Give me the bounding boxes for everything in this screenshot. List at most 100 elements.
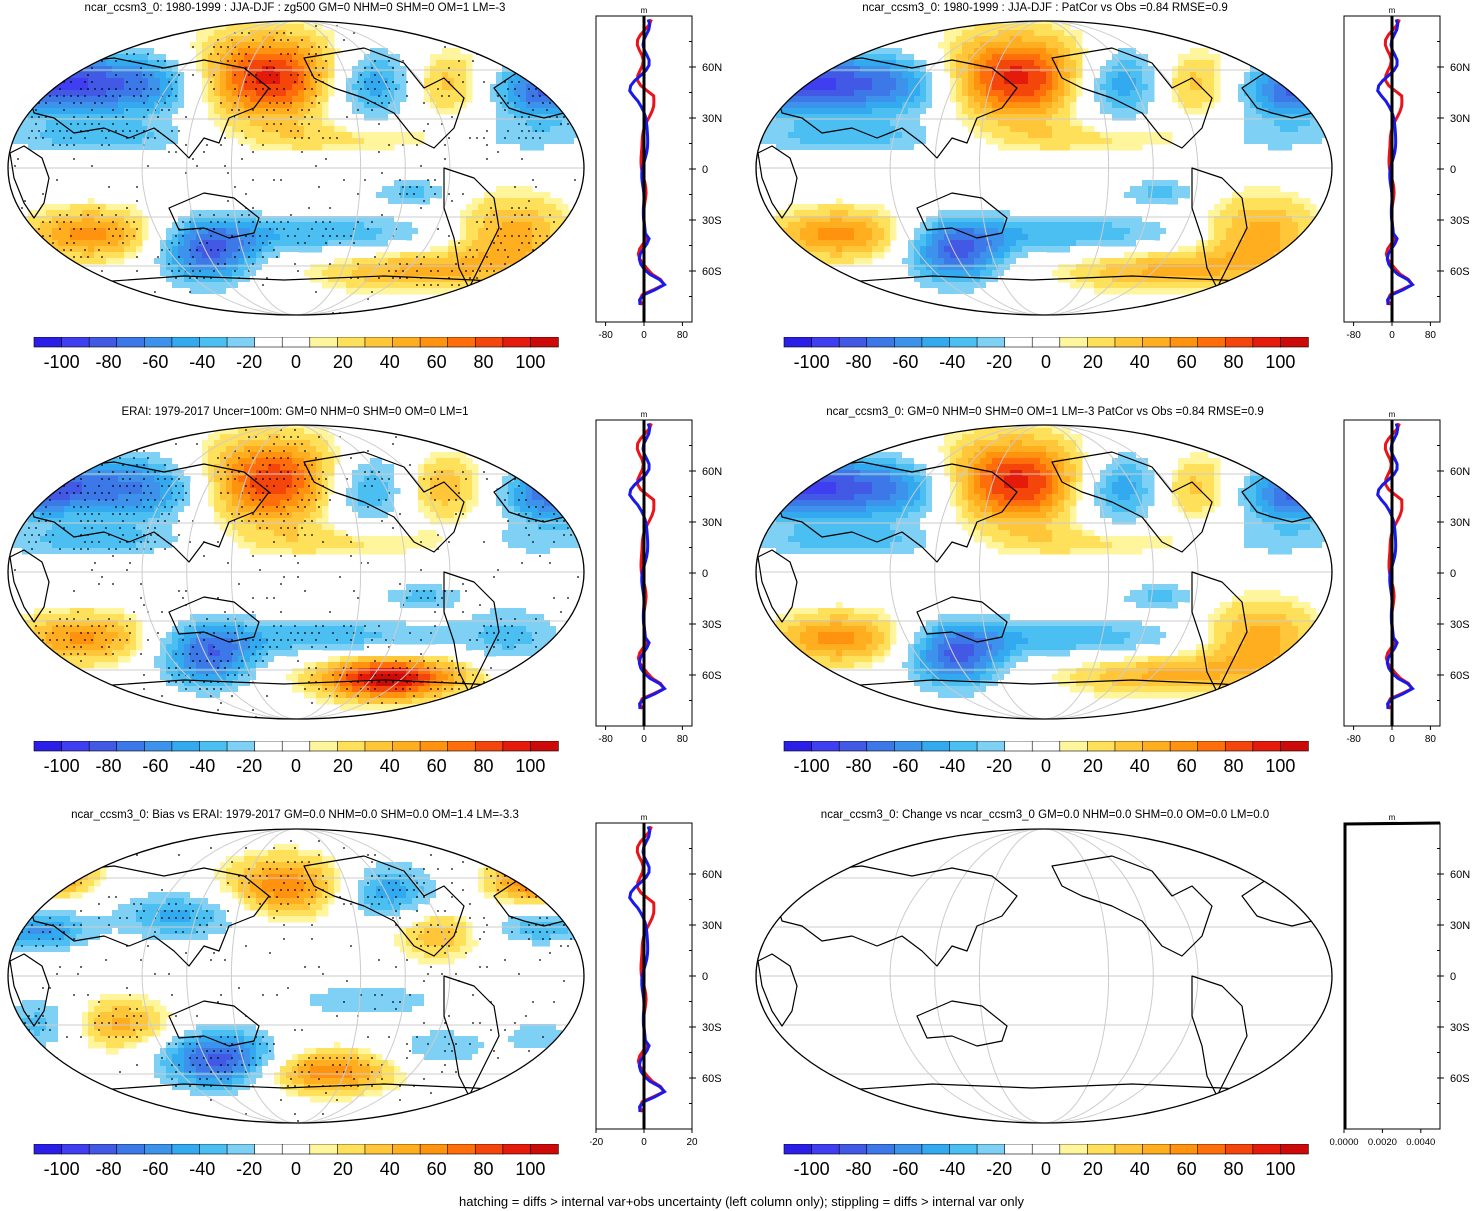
field-cell [1304,78,1311,85]
field-cell [890,48,897,55]
field-cell [292,132,299,139]
field-cell [220,282,227,289]
field-cell [322,138,329,145]
field-cell [286,36,293,43]
field-cell [196,222,203,229]
stipple-dot [570,74,572,76]
field-cell [490,216,497,223]
stipple-dot [451,270,453,272]
field-cell [250,234,257,241]
field-cell [1058,102,1065,109]
field-cell [58,132,65,139]
stipple-dot [94,298,96,300]
field-cell [274,66,281,73]
field-cell [758,126,765,133]
field-cell [902,48,909,55]
field-cell [1034,60,1041,67]
field-cell [298,96,305,103]
field-cell [280,138,287,145]
stipple-dot [234,74,236,76]
field-cell [782,90,789,97]
field-cell [124,216,131,223]
field-cell [58,60,65,67]
stipple-dot [374,60,376,62]
field-cell [328,282,335,289]
stipple-dot [227,60,229,62]
field-cell [1268,120,1275,127]
field-cell [1256,60,1263,67]
field-cell [322,72,329,79]
field-cell [806,72,813,79]
field-cell [64,132,71,139]
stipple-dot [42,137,44,139]
field-cell [758,108,765,115]
field-cell [1130,48,1137,55]
field-cell [334,132,341,139]
stipple-dot [245,67,247,69]
field-cell [256,216,263,223]
field-cell [352,216,359,223]
stipple-dot [297,46,299,48]
field-cell [1070,30,1077,37]
field-cell [1310,90,1317,97]
field-cell [40,132,47,139]
colorbar-swatch [171,337,201,348]
field-cell [854,48,861,55]
field-cell [908,126,915,133]
field-cell [1016,96,1023,103]
field-cell [484,132,491,139]
field-cell [58,66,65,73]
field-cell [1034,96,1041,103]
stipple-dot [210,81,212,83]
field-cell [896,48,903,55]
field-cell [1040,60,1047,67]
field-cell [812,60,819,67]
field-cell [214,234,221,241]
field-cell [520,102,527,109]
field-cell [370,186,377,193]
stipple-dot [143,102,145,104]
field-cell [830,54,837,61]
field-cell [968,84,975,91]
field-cell [1148,96,1155,103]
field-cell [448,60,455,67]
stipple-dot [301,137,303,139]
stipple-dot [38,74,40,76]
field-cell [94,150,101,157]
field-cell [758,90,765,97]
field-cell [514,54,521,61]
field-cell [202,36,209,43]
field-cell [376,114,383,121]
stipple-dot [329,207,331,209]
field-cell [34,132,41,139]
field-cell [82,132,89,139]
field-cell [316,30,323,37]
field-cell [214,258,221,265]
field-cell [82,144,89,151]
field-cell [238,102,245,109]
field-cell [890,60,897,67]
field-cell [1316,72,1323,79]
field-cell [88,90,95,97]
field-cell [8,144,11,151]
field-cell [968,66,975,73]
field-cell [580,120,584,127]
field-cell [496,114,503,121]
field-cell [758,48,765,55]
field-cell [376,216,383,223]
field-cell [836,108,843,115]
stipple-dot [73,102,75,104]
field-cell [190,264,197,271]
field-cell [1124,60,1131,67]
field-cell [382,222,389,229]
stipple-dot [486,270,488,272]
field-cell [280,72,287,79]
field-cell [1040,120,1047,127]
field-cell [76,114,83,121]
field-cell [28,120,35,127]
field-cell [196,204,203,211]
field-cell [1040,21,1047,25]
field-cell [202,96,209,103]
field-cell [10,222,17,229]
field-cell [520,270,527,277]
